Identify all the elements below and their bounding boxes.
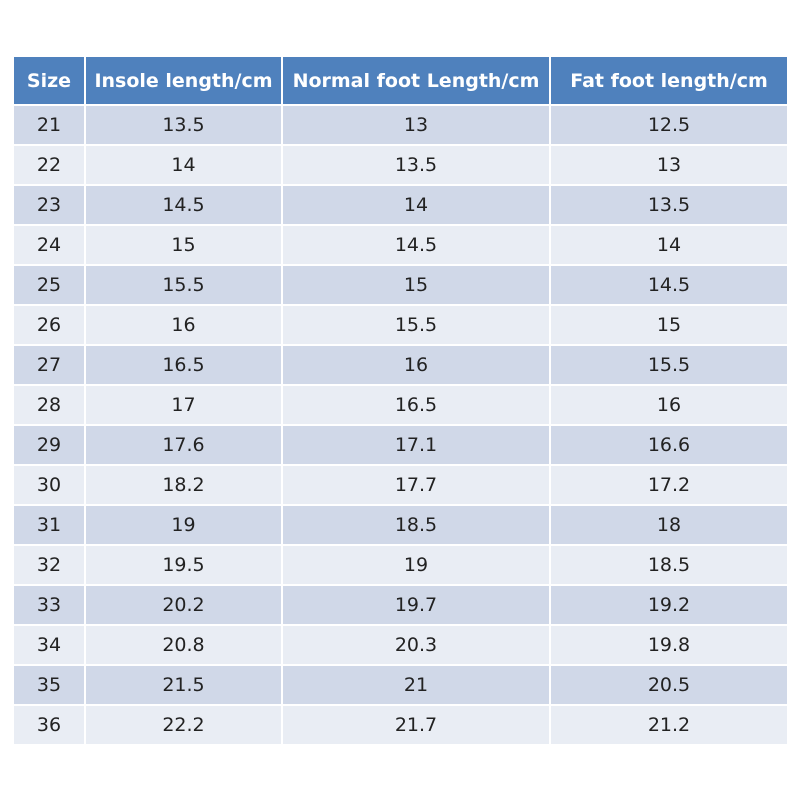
table-cell: 18: [551, 506, 787, 544]
table-cell: 13.5: [86, 106, 281, 144]
table-cell: 14: [283, 186, 549, 224]
table-cell: 36: [14, 706, 84, 744]
table-cell: 35: [14, 666, 84, 704]
table-cell: 18.5: [283, 506, 549, 544]
table-cell: 15: [551, 306, 787, 344]
table-cell: 19: [283, 546, 549, 584]
table-cell: 17.1: [283, 426, 549, 464]
table-cell: 14.5: [551, 266, 787, 304]
table-cell: 13: [551, 146, 787, 184]
table-cell: 30: [14, 466, 84, 504]
table-cell: 33: [14, 586, 84, 624]
table-cell: 16.5: [86, 346, 281, 384]
table-cell: 21.7: [283, 706, 549, 744]
table-cell: 15.5: [283, 306, 549, 344]
table-cell: 25: [14, 266, 84, 304]
table-cell: 15: [86, 226, 281, 264]
header-cell: Normal foot Length/cm: [283, 57, 549, 104]
table-cell: 29: [14, 426, 84, 464]
table-cell: 15: [283, 266, 549, 304]
table-cell: 28: [14, 386, 84, 424]
table-cell: 18.2: [86, 466, 281, 504]
table-cell: 34: [14, 626, 84, 664]
table-cell: 14.5: [86, 186, 281, 224]
table-cell: 20.8: [86, 626, 281, 664]
header-cell: Fat foot length/cm: [551, 57, 787, 104]
table-cell: 17.2: [551, 466, 787, 504]
table-cell: 14: [86, 146, 281, 184]
table-cell: 20.5: [551, 666, 787, 704]
table-cell: 13: [283, 106, 549, 144]
table-cell: 21.2: [551, 706, 787, 744]
table-cell: 27: [14, 346, 84, 384]
table-cell: 17: [86, 386, 281, 424]
table-cell: 22: [14, 146, 84, 184]
table-cell: 16: [283, 346, 549, 384]
table-cell: 20.3: [283, 626, 549, 664]
table-cell: 16: [551, 386, 787, 424]
table-cell: 19.5: [86, 546, 281, 584]
table-cell: 16.5: [283, 386, 549, 424]
table-cell: 15.5: [551, 346, 787, 384]
table-cell: 17.6: [86, 426, 281, 464]
table-cell: 19.2: [551, 586, 787, 624]
table-cell: 32: [14, 546, 84, 584]
table-cell: 20.2: [86, 586, 281, 624]
table-cell: 17.7: [283, 466, 549, 504]
table-cell: 19: [86, 506, 281, 544]
table-cell: 23: [14, 186, 84, 224]
table-cell: 19.7: [283, 586, 549, 624]
table-cell: 21: [14, 106, 84, 144]
table-cell: 31: [14, 506, 84, 544]
table-cell: 18.5: [551, 546, 787, 584]
table-cell: 21.5: [86, 666, 281, 704]
table-cell: 26: [14, 306, 84, 344]
table-cell: 22.2: [86, 706, 281, 744]
table-cell: 12.5: [551, 106, 787, 144]
table-cell: 21: [283, 666, 549, 704]
table-cell: 13.5: [551, 186, 787, 224]
table-cell: 24: [14, 226, 84, 264]
table-cell: 14: [551, 226, 787, 264]
header-cell: Insole length/cm: [86, 57, 281, 104]
table-cell: 19.8: [551, 626, 787, 664]
table-cell: 15.5: [86, 266, 281, 304]
table-cell: 16: [86, 306, 281, 344]
table-cell: 14.5: [283, 226, 549, 264]
header-cell: Size: [14, 57, 84, 104]
table-cell: 16.6: [551, 426, 787, 464]
size-table: Size Insole length/cm Normal foot Length/c…: [14, 57, 787, 744]
table-cell: 13.5: [283, 146, 549, 184]
